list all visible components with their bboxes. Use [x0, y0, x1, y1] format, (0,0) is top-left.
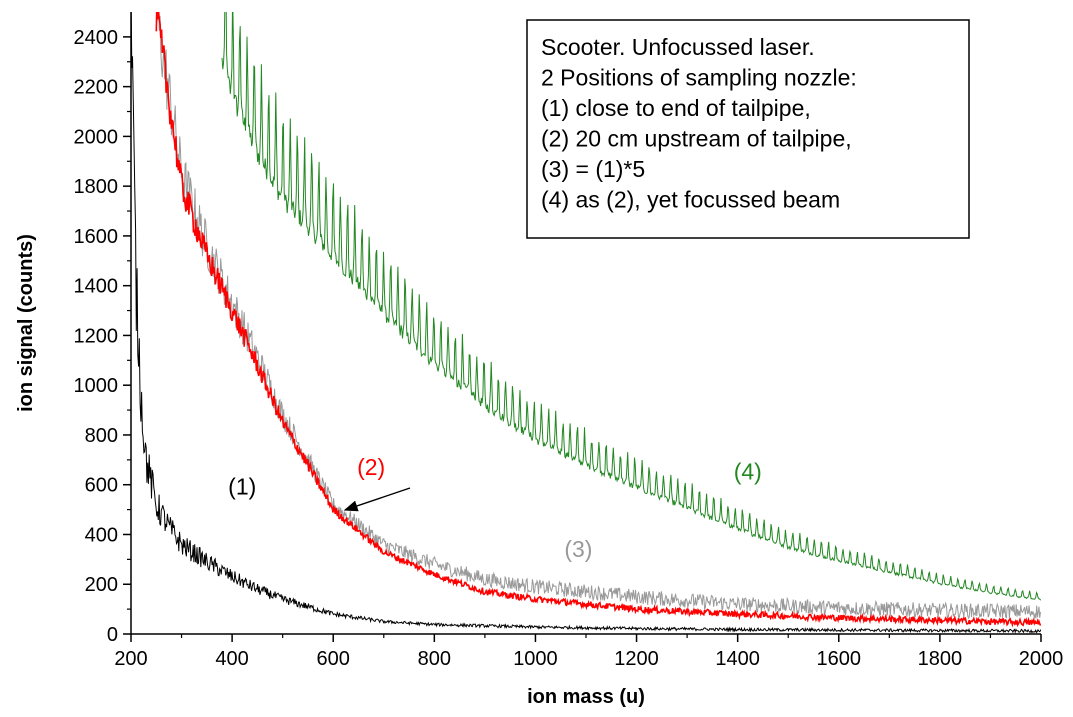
y-tick-label: 1400 — [74, 276, 119, 298]
legend-line-6: (4) as (2), yet focussed beam — [541, 187, 840, 213]
x-tick-label: 2000 — [1019, 648, 1064, 670]
y-tick-label: 0 — [107, 624, 118, 646]
x-tick-label: 1000 — [513, 648, 558, 670]
x-axis-title: ion mass (u) — [527, 686, 645, 708]
y-axis-title: ion signal (counts) — [15, 234, 37, 412]
legend-line-5: (3) = (1)*5 — [541, 156, 645, 182]
axes-layer: 200 400 600 800 1000 1200 1400 1600 1800 20000200… — [15, 12, 1063, 708]
series-layer — [131, 12, 1041, 634]
series-line-2 — [155, 12, 1041, 628]
x-tick-label: 600 — [317, 648, 350, 670]
series-line-4 — [221, 12, 1041, 601]
legend-frame — [526, 19, 970, 239]
labels-layer: (1) (2) (3) (4) — [228, 454, 762, 562]
y-tick-label: 1800 — [74, 176, 119, 198]
x-tick-label: 1600 — [817, 648, 862, 670]
series-label-4: (4) — [734, 459, 762, 485]
y-tick-label: 800 — [85, 425, 118, 447]
series-label-2: (2) — [357, 454, 385, 480]
x-tick-label: 1800 — [918, 648, 963, 670]
series-label-1: (1) — [228, 474, 256, 500]
y-tick-label: 400 — [85, 524, 118, 546]
y-tick-label: 200 — [85, 574, 118, 596]
y-tick-label: 2200 — [74, 77, 119, 99]
x-tick-label: 1200 — [614, 648, 659, 670]
y-tick-label: 1200 — [74, 325, 119, 347]
y-tick-label: 1600 — [74, 226, 119, 248]
y-tick-label: 600 — [85, 475, 118, 497]
legend-line-3: (1) close to end of tailpipe, — [541, 95, 811, 121]
legend-line-1: Scooter. Unfocussed laser. — [541, 34, 815, 60]
x-tick-label: 1400 — [715, 648, 760, 670]
y-tick-label: 1000 — [74, 375, 119, 397]
y-tick-label: 2400 — [74, 27, 119, 49]
series-2-arrow — [343, 487, 411, 512]
series-label-3: (3) — [564, 536, 592, 562]
x-tick-label: 400 — [215, 648, 248, 670]
legend-line-2: 2 Positions of sampling nozzle: — [541, 65, 857, 91]
legend-line-4: (2) 20 cm upstream of tailpipe, — [541, 126, 852, 152]
series-line-1 — [131, 12, 1041, 634]
y-tick-label: 2000 — [74, 126, 119, 148]
legend-box: Scooter. Unfocussed laser. 2 Positions of… — [526, 19, 970, 239]
x-tick-label: 800 — [418, 648, 451, 670]
x-tick-label: 200 — [114, 648, 147, 670]
